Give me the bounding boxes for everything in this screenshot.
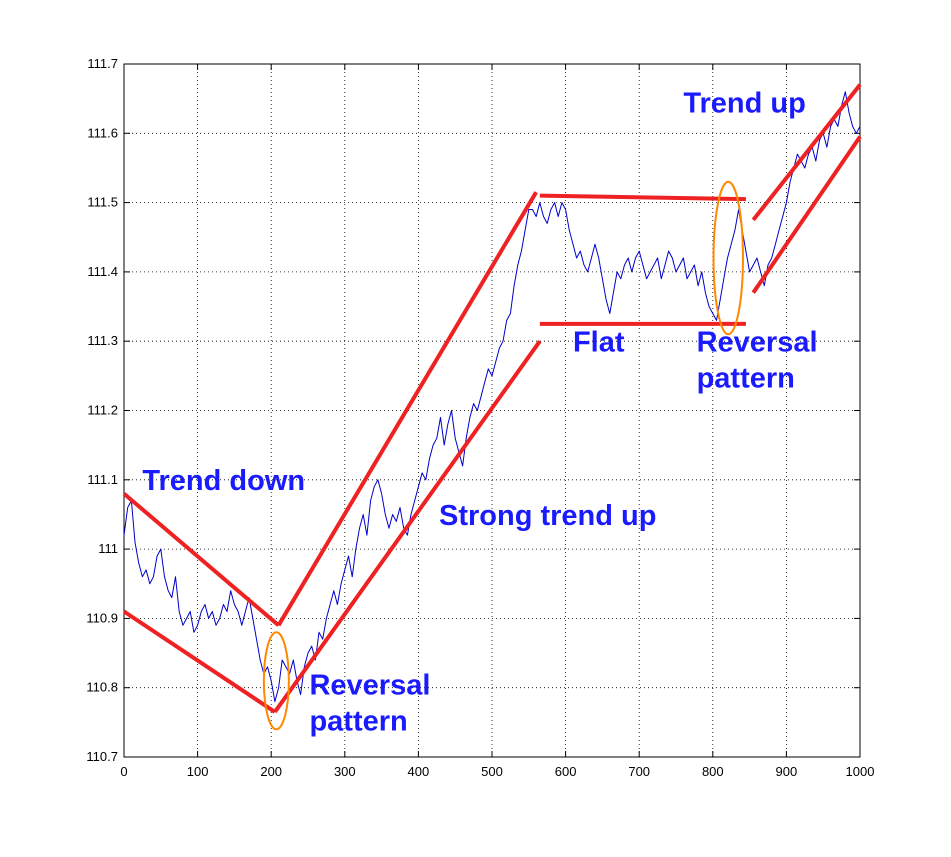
x-tick-label: 400 xyxy=(408,764,430,779)
y-tick-label: 111.1 xyxy=(87,472,118,487)
x-tick-label: 500 xyxy=(481,764,503,779)
y-tick-label: 110.7 xyxy=(86,749,118,764)
reversal-pattern-ellipse xyxy=(712,180,744,336)
x-tick-label: 200 xyxy=(260,764,282,779)
y-tick-label: 111.4 xyxy=(87,264,118,279)
annotation-label: Reversal xyxy=(309,670,430,702)
axis-ticks: 0 100 200 300 400 500 600 700 800 900 1000 110.7 110… xyxy=(86,56,874,779)
y-tick-label: 111.7 xyxy=(87,56,118,71)
trend-line xyxy=(751,135,862,294)
x-tick-label: 800 xyxy=(702,764,724,779)
x-tick-label: 900 xyxy=(776,764,798,779)
x-tick-label: 700 xyxy=(628,764,650,779)
overlay-layer xyxy=(122,83,862,731)
reversal-pattern-ellipse xyxy=(262,631,290,731)
annotation-layer: Trend down Reversal pattern Strong trend up… xyxy=(142,88,817,738)
annotation-label: pattern xyxy=(697,363,795,395)
trend-line xyxy=(122,492,280,627)
series-layer xyxy=(123,91,861,703)
y-tick-label: 111.5 xyxy=(87,195,118,210)
annotation-label: Trend down xyxy=(142,465,305,497)
y-tick-label: 111.2 xyxy=(87,403,118,418)
trend-line xyxy=(273,340,542,714)
annotation-label: Flat xyxy=(573,327,625,359)
trend-line xyxy=(276,191,538,627)
y-tick-label: 111 xyxy=(98,541,118,556)
annotation-label: pattern xyxy=(309,706,407,738)
y-tick-label: 111.3 xyxy=(87,333,118,348)
annotation-label: Trend up xyxy=(683,88,805,120)
annotation-label: Strong trend up xyxy=(439,500,656,532)
y-tick-label: 110.8 xyxy=(86,680,118,695)
price-series-line xyxy=(123,91,861,703)
trend-line xyxy=(539,193,746,202)
x-tick-label: 100 xyxy=(187,764,209,779)
y-tick-label: 111.6 xyxy=(87,125,118,140)
trend-line xyxy=(751,83,862,222)
x-tick-label: 0 xyxy=(120,764,127,779)
x-tick-label: 1000 xyxy=(846,764,875,779)
annotation-label: Reversal xyxy=(697,327,818,359)
y-tick-label: 110.9 xyxy=(86,610,118,625)
trend-line xyxy=(122,609,276,714)
x-tick-label: 600 xyxy=(555,764,577,779)
x-tick-label: 300 xyxy=(334,764,356,779)
